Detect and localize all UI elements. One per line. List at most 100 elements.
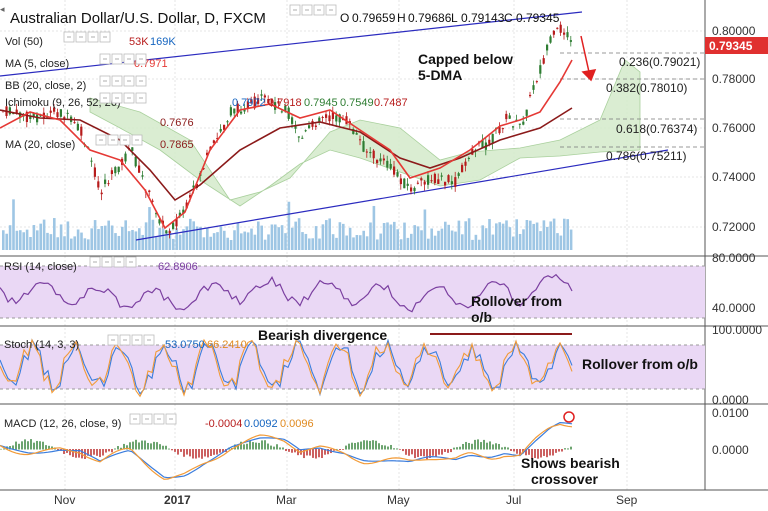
format-icon[interactable]: [123, 53, 135, 65]
macd-hist-bar: [345, 445, 347, 450]
candle-body: [161, 220, 164, 224]
settings-icon[interactable]: [119, 334, 131, 346]
settings-icon[interactable]: [111, 53, 123, 65]
macd-hist-bar: [162, 445, 164, 450]
macd-hist-bar: [426, 449, 428, 460]
volume-bar: [90, 228, 93, 250]
macd-hist-bar: [3, 448, 5, 450]
format-icon[interactable]: [87, 31, 99, 43]
macd-hist-bar: [552, 449, 554, 456]
format-icon[interactable]: [313, 4, 325, 16]
format-icon[interactable]: [123, 92, 135, 104]
macd-hist-bar: [171, 449, 173, 451]
visibility-icon[interactable]: [63, 31, 75, 43]
volume-bar: [2, 230, 5, 250]
macd-hist-bar: [189, 449, 191, 457]
format-icon[interactable]: [131, 334, 143, 346]
format-icon[interactable]: [119, 134, 131, 146]
stoch-legend[interactable]: Stoch (14, 3, 3): [4, 339, 79, 351]
volume-bar: [39, 223, 42, 250]
volume-bar: [216, 232, 219, 250]
macd-hist-bar: [84, 449, 86, 459]
settings-icon[interactable]: [141, 413, 153, 425]
visibility-icon[interactable]: [289, 4, 301, 16]
ma5-line: [0, 59, 573, 230]
capped-note-1: Capped below: [418, 51, 513, 67]
candle-body: [15, 109, 18, 114]
ma5-legend[interactable]: MA (5, close): [5, 58, 69, 70]
candle-body: [29, 116, 32, 120]
visibility-icon[interactable]: [99, 53, 111, 65]
visibility-icon[interactable]: [95, 134, 107, 146]
candle-body: [175, 218, 178, 227]
close-icon[interactable]: [165, 413, 177, 425]
close-icon[interactable]: [131, 134, 143, 146]
legend-toolbars[interactable]: [63, 4, 337, 425]
candle-body: [348, 121, 351, 124]
visibility-icon[interactable]: [99, 92, 111, 104]
candle-body: [233, 108, 236, 114]
macd-hist-bar: [390, 444, 392, 450]
close-icon[interactable]: [99, 31, 111, 43]
visibility-icon[interactable]: [89, 256, 101, 268]
macd-hist-bar: [42, 441, 44, 450]
settings-icon[interactable]: [101, 256, 113, 268]
visibility-icon[interactable]: [107, 334, 119, 346]
fib-labels: 0.236(0.79021) 0.382(0.78010) 0.618(0.76…: [606, 55, 700, 163]
visibility-icon[interactable]: [99, 75, 111, 87]
volume-bar: [212, 233, 216, 250]
macd-hist-bar: [18, 443, 20, 450]
macd-hist-bar: [117, 446, 119, 450]
rsi-legend[interactable]: RSI (14, close): [4, 261, 77, 273]
candle-body: [355, 133, 358, 135]
candle-body: [491, 133, 494, 144]
svg-text:0.0092: 0.0092: [244, 418, 278, 430]
ichimoku-legend[interactable]: Ichimoku (9, 26, 52, 26): [5, 97, 121, 109]
macd-hist-bar: [537, 449, 539, 459]
bb-legend[interactable]: BB (20, close, 2): [5, 80, 86, 92]
settings-icon[interactable]: [301, 4, 313, 16]
macd-legend[interactable]: MACD (12, 26, close, 9): [4, 418, 121, 430]
volume-bar: [501, 223, 505, 250]
close-icon[interactable]: [143, 334, 155, 346]
svg-text:0.76000: 0.76000: [712, 121, 756, 135]
settings-icon[interactable]: [107, 134, 119, 146]
volume-bar: [63, 236, 66, 250]
format-icon[interactable]: [123, 75, 135, 87]
svg-text:0.618(0.76374): 0.618(0.76374): [616, 122, 697, 136]
candle-body: [223, 124, 226, 130]
macd-hist-bar: [342, 449, 344, 450]
macd-hist-bar: [39, 441, 41, 450]
macd-hist-bar: [186, 449, 188, 455]
collapse-arrow-icon[interactable]: ◂: [0, 4, 5, 14]
macd-note-2: crossover: [531, 471, 598, 487]
close-icon[interactable]: [135, 53, 147, 65]
candle-body: [110, 170, 113, 175]
macd-hist-bar: [405, 449, 407, 455]
macd-hist-bar: [237, 445, 239, 450]
svg-text:0.7945: 0.7945: [304, 97, 338, 109]
macd-hist-bar: [312, 449, 314, 458]
ma20-legend[interactable]: MA (20, close): [5, 139, 75, 151]
settings-icon[interactable]: [111, 92, 123, 104]
macd-hist-bar: [294, 449, 296, 453]
macd-hist-bar: [531, 449, 533, 459]
vol-legend[interactable]: Vol (50): [5, 36, 43, 48]
candle-body: [335, 115, 338, 122]
visibility-icon[interactable]: [129, 413, 141, 425]
candle-body: [546, 44, 549, 51]
format-icon[interactable]: [153, 413, 165, 425]
format-icon[interactable]: [113, 256, 125, 268]
candle-body: [202, 168, 205, 170]
settings-icon[interactable]: [75, 31, 87, 43]
close-icon[interactable]: [135, 92, 147, 104]
close-icon[interactable]: [125, 256, 137, 268]
macd-hist-bar: [273, 446, 275, 450]
macd-hist-bar: [216, 449, 218, 455]
candle-body: [66, 112, 69, 114]
macd-hist-bar: [498, 443, 500, 450]
close-icon[interactable]: [325, 4, 337, 16]
settings-icon[interactable]: [111, 75, 123, 87]
close-icon[interactable]: [135, 75, 147, 87]
